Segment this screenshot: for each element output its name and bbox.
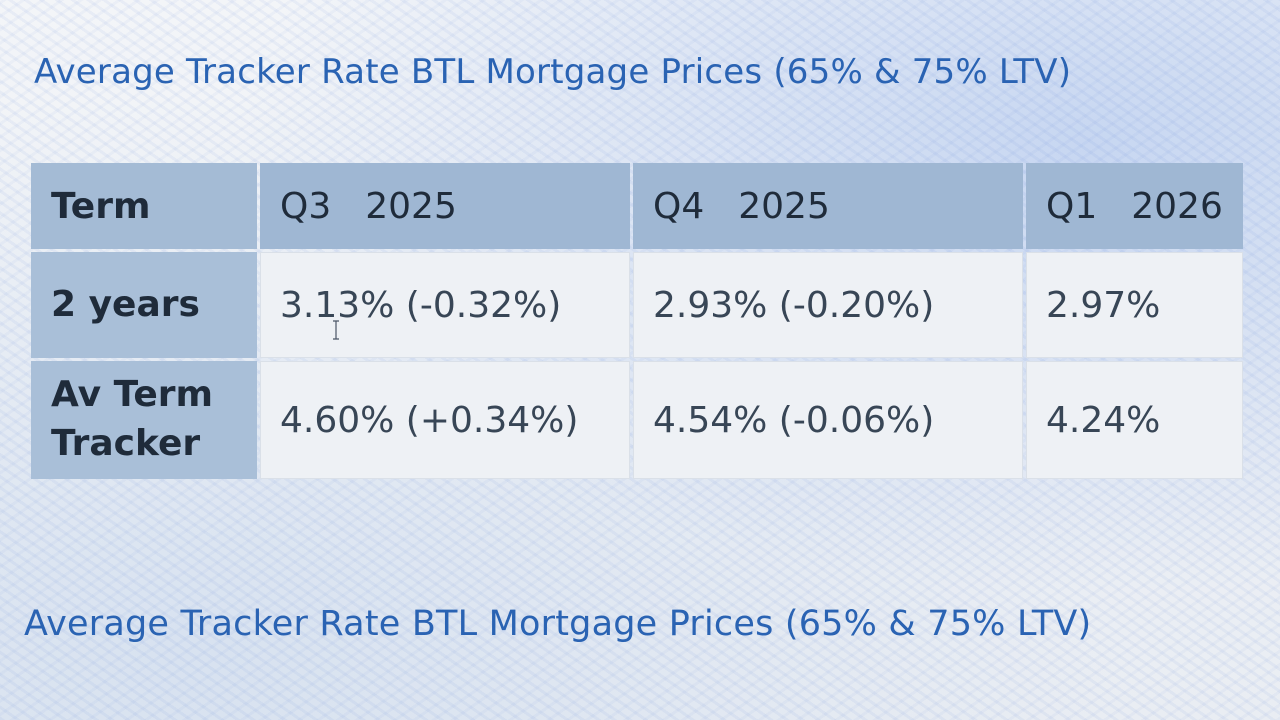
table-cell-q4: 4.54% (-0.06%): [633, 361, 1023, 479]
quarter-year: 2025: [738, 185, 830, 227]
page-title: Average Tracker Rate BTL Mortgage Prices…: [34, 52, 1072, 92]
table-header-row: Term Q3 2025 Q4 2025 Q1 2026: [31, 163, 1243, 249]
table-cell-q1: 4.24%: [1026, 361, 1243, 479]
quarter-year: 2025: [365, 185, 457, 227]
quarter-label: Q4: [653, 185, 705, 227]
quarter-year: 2026: [1131, 185, 1223, 227]
row-header-term-text: Av Term Tracker: [51, 374, 214, 464]
table-cell-q3: 4.60% (+0.34%): [260, 361, 630, 479]
table-cell-q3: 3.13% (-0.32%): [260, 252, 630, 358]
quarter-label: Q3: [280, 185, 332, 227]
text-cursor-icon-svg: [333, 320, 339, 340]
row-header-term: Av Term Tracker: [31, 361, 257, 479]
row-header-term: 2 years: [31, 252, 257, 358]
column-header-term: Term: [31, 163, 257, 249]
column-header-q1: Q1 2026: [1026, 163, 1243, 249]
table-row: 2 years 3.13% (-0.32%) 2.93% (-0.20%) 2.…: [31, 252, 1243, 358]
table-cell-q4: 2.93% (-0.20%): [633, 252, 1023, 358]
table-cell-q1: 2.97%: [1026, 252, 1243, 358]
page-title-repeat: Average Tracker Rate BTL Mortgage Prices…: [24, 604, 1092, 644]
text-cursor-icon: [332, 320, 340, 340]
column-header-q3-2025: Q3 2025: [260, 163, 630, 249]
table-row: Av Term Tracker 4.60% (+0.34%) 4.54% (-0…: [31, 361, 1243, 479]
column-header-q4-2025: Q4 2025: [633, 163, 1023, 249]
quarter-label: Q1: [1046, 185, 1098, 227]
tracker-rates-table: Term Q3 2025 Q4 2025 Q1 2026 2 years 3.13% …: [28, 160, 1246, 482]
